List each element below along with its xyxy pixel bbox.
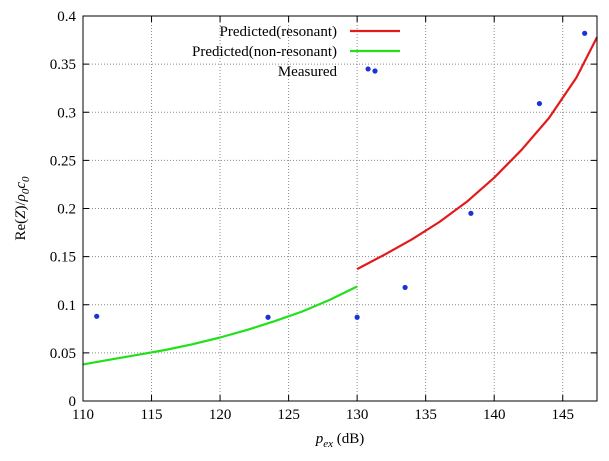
y-tick-label: 0.2 [57,202,76,218]
measured-point [582,30,588,36]
x-tick-label: 115 [141,407,163,423]
x-tick-label: 135 [414,407,437,423]
legend-label: Predicted(resonant) [220,24,337,40]
y-axis-title-rho: ρ [13,194,29,202]
y-tick-label: 0.3 [57,105,76,121]
measured-point [402,284,408,291]
x-axis-title-unit: (dB) [333,431,364,447]
measured-point [468,210,474,216]
y-tick-label: 0.05 [50,346,76,362]
gridlines [83,16,597,401]
y-tick-label: 0.4 [57,9,76,25]
x-axis-title-main: p [315,431,324,447]
plot-frame [82,15,598,402]
x-axis-title: pex (dB) [315,431,365,450]
x-tick-label: 130 [346,407,369,423]
x-tick-label: 125 [277,407,300,423]
x-tick-label: 120 [209,407,232,423]
y-axis-title-c: c [13,182,29,189]
x-axis-title-sub: ex [323,438,333,450]
y-axis-title-rho-sub: 0 [20,188,32,194]
x-tick-labels: 110 115 120 125 130 135 140 145 [72,407,574,423]
measured-point [365,66,371,72]
y-axis-title-z: Z [13,210,29,219]
measured-point [94,313,100,319]
series-layer [82,36,598,366]
y-tick-label: 0.1 [57,298,76,314]
series-line-predicted-non-resonant [82,285,358,366]
x-tick-label: 110 [72,407,94,423]
x-tick-label: 145 [551,407,574,423]
y-axis-title-mid: )/ [13,201,29,211]
y-axis-title: Re(Z)/ρ0c0 [13,176,32,241]
legend-label: Measured [278,64,338,80]
measured-point [354,314,360,320]
series-line-predicted-resonant [356,36,598,271]
y-axis-title-c-sub: 0 [20,176,32,182]
legend-swatch-point [372,68,378,74]
legend-label: Predicted(non-resonant) [192,44,337,60]
measured-points [94,30,588,320]
x-tick-label: 140 [483,407,506,423]
measured-point [265,314,271,320]
measured-point [536,100,543,107]
y-tick-labels: 0 0.05 0.1 0.15 0.2 0.25 0.3 0.35 0.4 [50,9,77,410]
y-tick-label: 0.25 [50,153,76,169]
y-tick-label: 0.15 [50,250,76,266]
y-axis-title-prefix: Re( [13,219,29,241]
y-tick-label: 0.35 [50,57,76,73]
tick-marks [82,15,597,402]
legend: Predicted(resonant) Predicted(non-resonan… [192,24,400,80]
y-tick-label: 0 [69,394,77,410]
